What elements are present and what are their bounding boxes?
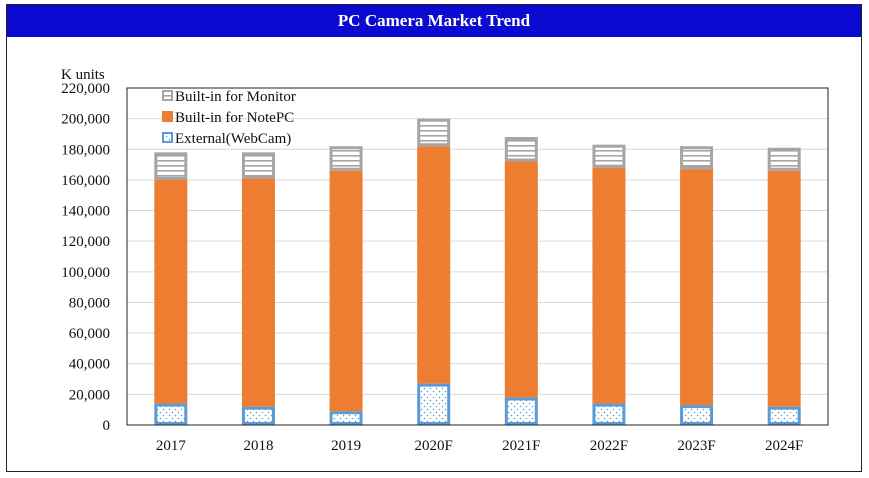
- bar-segment: [417, 118, 451, 147]
- y-tick-label: 140,000: [61, 204, 110, 220]
- y-tick-label: 180,000: [61, 142, 110, 158]
- y-tick-label: 0: [103, 418, 111, 434]
- y-axis-title: K units: [61, 67, 105, 83]
- x-tick-label: 2017: [156, 438, 187, 454]
- bar-segment: [417, 146, 451, 384]
- bar-segment: [504, 397, 538, 426]
- bar-segment: [767, 147, 801, 171]
- x-tick-label: 2019: [331, 438, 361, 454]
- legend-swatch: [162, 132, 173, 143]
- bar-segment: [680, 146, 714, 170]
- bar-segment: [680, 169, 714, 406]
- y-tick-label: 60,000: [69, 326, 110, 342]
- x-tick-label: 2020F: [415, 438, 453, 454]
- bar-segment: [329, 411, 363, 425]
- x-tick-label: 2024F: [765, 438, 803, 454]
- bar-segment: [329, 146, 363, 171]
- bar-segment: [767, 406, 801, 426]
- bar-segment: [767, 170, 801, 407]
- y-tick-label: 20,000: [69, 387, 110, 403]
- y-tick-label: 200,000: [61, 112, 110, 128]
- bar-segment: [417, 383, 451, 425]
- bar-segment: [680, 405, 714, 426]
- y-tick-label: 80,000: [69, 295, 110, 311]
- legend-label: Built-in for NotePC: [175, 110, 294, 126]
- bar-segment: [504, 161, 538, 398]
- x-tick-label: 2021F: [502, 438, 540, 454]
- plot-area-border: [126, 87, 829, 426]
- legend-label: Built-in for Monitor: [175, 89, 296, 105]
- y-tick-label: 100,000: [61, 265, 110, 281]
- bar-segment: [504, 137, 538, 162]
- legend-swatch: [162, 111, 173, 122]
- y-tick-label: 160,000: [61, 173, 110, 189]
- bar-segment: [154, 152, 188, 180]
- x-tick-label: 2022F: [590, 438, 628, 454]
- bar-segment: [154, 179, 188, 404]
- bar-segment: [241, 152, 275, 179]
- legend-swatch: [162, 90, 173, 101]
- bar-segment: [241, 178, 275, 407]
- y-tick-label: 120,000: [61, 234, 110, 250]
- chart-title: PC Camera Market Trend: [7, 5, 861, 37]
- legend-label: External(WebCam): [175, 131, 291, 147]
- bar-segment: [592, 144, 626, 168]
- y-tick-label: 40,000: [69, 357, 110, 373]
- x-tick-label: 2018: [243, 438, 273, 454]
- x-tick-label: 2023F: [677, 438, 715, 454]
- y-tick-label: 220,000: [61, 81, 110, 97]
- bar-segment: [329, 170, 363, 412]
- bar-segment: [592, 167, 626, 404]
- bar-segment: [241, 406, 275, 426]
- bar-segment: [154, 403, 188, 425]
- bar-segment: [592, 403, 626, 425]
